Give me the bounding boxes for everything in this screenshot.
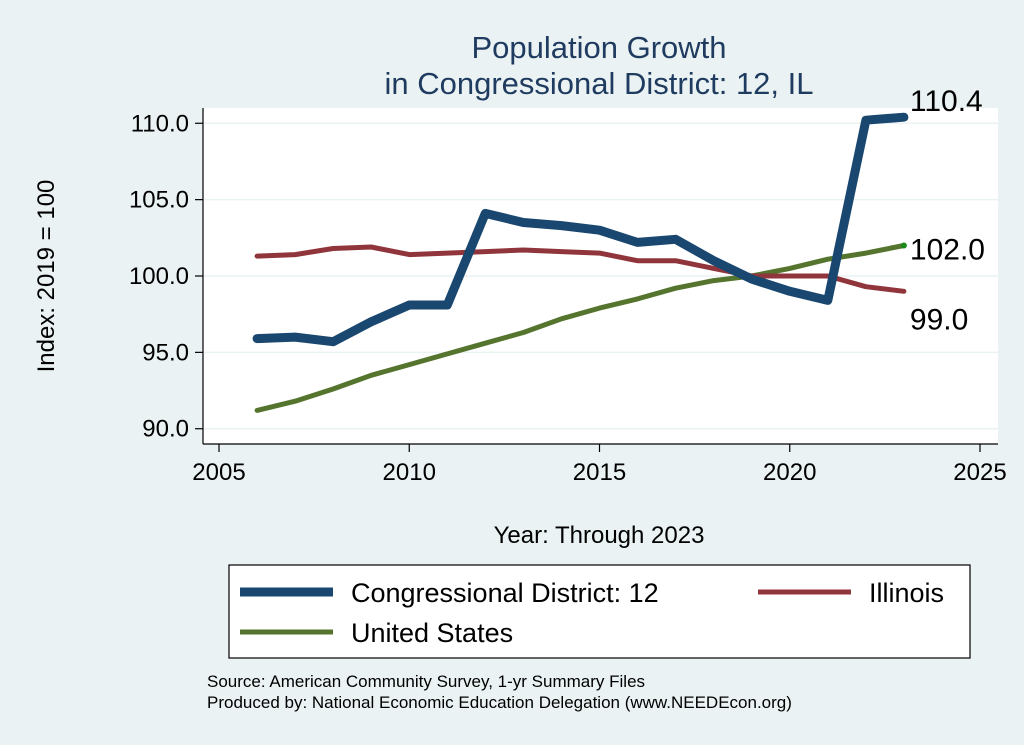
series-line-illinois-end-marker xyxy=(901,289,906,294)
y-tick-label: 95.0 xyxy=(142,339,189,366)
source-note: Source: American Community Survey, 1-yr … xyxy=(207,672,645,691)
x-tick-label: 2005 xyxy=(192,459,245,486)
end-label-illinois: 99.0 xyxy=(910,303,968,336)
x-ticks: 2005 2010 2015 2020 2025 xyxy=(192,444,1007,486)
series-line-united-states xyxy=(254,243,907,413)
x-axis-title: Year: Through 2023 xyxy=(494,522,705,549)
series-line-united-states-end-marker xyxy=(900,242,907,249)
end-labels: 110.4 99.0 102.0 xyxy=(910,85,985,336)
end-label-united-states: 102.0 xyxy=(910,233,985,266)
legend-label-illinois: Illinois xyxy=(869,578,944,608)
x-tick-label: 2020 xyxy=(763,459,816,486)
chart-title-line-1: Population Growth xyxy=(471,30,726,65)
series-line-district xyxy=(252,112,909,347)
series-lines xyxy=(252,112,909,413)
chart-title-line-2: in Congressional District: 12, IL xyxy=(384,66,813,101)
y-tick-label: 110.0 xyxy=(131,110,189,137)
y-tick-label: 105.0 xyxy=(129,187,189,214)
y-axis-title: Index: 2019 = 100 xyxy=(33,180,60,373)
legend-label-united-states: United States xyxy=(351,618,513,648)
gridlines xyxy=(203,122,998,430)
x-tick-label: 2010 xyxy=(383,459,436,486)
end-label-district: 110.4 xyxy=(910,85,983,118)
x-tick-label: 2025 xyxy=(953,459,1006,486)
x-tick-label: 2015 xyxy=(573,459,626,486)
legend: Congressional District: 12 Illinois Unit… xyxy=(228,564,971,659)
y-tick-label: 100.0 xyxy=(129,263,189,290)
producer-note: Produced by: National Economic Education… xyxy=(207,693,792,712)
series-line-illinois xyxy=(254,244,907,294)
legend-label-district: Congressional District: 12 xyxy=(351,578,659,608)
legend-box xyxy=(228,564,971,659)
y-tick-label: 90.0 xyxy=(142,416,189,443)
y-ticks: 90.0 95.0 100.0 105.0 110.0 xyxy=(129,110,203,443)
series-line-district-end-marker xyxy=(901,115,906,120)
